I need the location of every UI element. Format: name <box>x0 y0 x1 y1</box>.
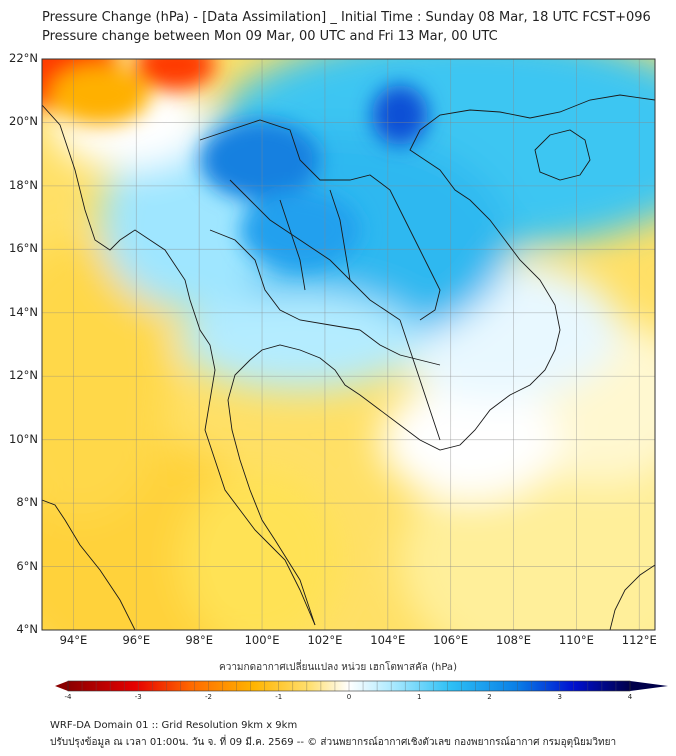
pressure-field <box>42 59 655 630</box>
footer-domain-info: WRF-DA Domain 01 :: Grid Resolution 9km … <box>50 720 298 731</box>
lon-tick-label: 104°E <box>370 633 406 647</box>
lat-tick-label: 18°N <box>9 177 38 192</box>
colorbar-tick-label: -2 <box>205 693 212 701</box>
lon-tick-label: 96°E <box>122 633 151 647</box>
colorbar-tick-label: 0 <box>346 693 352 701</box>
colorbar-title: ความกดอากาศเปลี่ยนแปลง หน่วย เฮกโตพาสคัล… <box>219 662 457 673</box>
lat-tick-label: 20°N <box>9 114 38 129</box>
graticule <box>42 58 655 631</box>
lon-tick-label: 102°E <box>307 633 343 647</box>
colorbar-tick-label: 2 <box>487 693 492 701</box>
lat-tick-label: 4°N <box>16 622 38 636</box>
coastlines <box>42 94 655 630</box>
colorbar-tick-label: -4 <box>64 693 72 701</box>
lat-tick-label: 16°N <box>9 241 38 256</box>
map-title: Pressure Change (hPa) - [Data Assimilati… <box>42 10 651 25</box>
lat-tick-label: 10°N <box>9 431 38 446</box>
lat-tick-label: 6°N <box>16 558 38 573</box>
map-frame <box>41 58 656 631</box>
lon-tick-label: 100°E <box>244 633 280 647</box>
lon-tick-label: 112°E <box>621 633 657 647</box>
footer-update-info: ปรับปรุงข้อมูล ณ เวลา 01:00น. วัน จ. ที่… <box>50 737 617 748</box>
lon-tick-label: 110°E <box>558 633 594 647</box>
lat-tick-label: 8°N <box>16 495 38 510</box>
colorbar-tick-label: 3 <box>557 693 562 701</box>
lon-tick-label: 106°E <box>433 633 469 647</box>
lon-tick-label: 98°E <box>185 633 213 647</box>
colorbar-tick-label: -3 <box>134 693 142 701</box>
colorbar <box>55 680 668 692</box>
lat-tick-label: 22°N <box>9 51 38 65</box>
lon-tick-label: 94°E <box>59 633 88 647</box>
lon-tick-label: 108°E <box>496 633 532 647</box>
colorbar-max-arrow <box>630 681 668 691</box>
map-subtitle: Pressure change between Mon 09 Mar, 00 U… <box>42 29 498 44</box>
colorbar-tick-label: 4 <box>627 693 633 701</box>
lat-tick-label: 14°N <box>9 304 38 319</box>
colorbar-min-arrow <box>55 681 68 691</box>
lat-tick-label: 12°N <box>9 368 38 383</box>
colorbar-tick-label: -1 <box>275 693 283 701</box>
colorbar-tick-label: 1 <box>417 693 422 701</box>
